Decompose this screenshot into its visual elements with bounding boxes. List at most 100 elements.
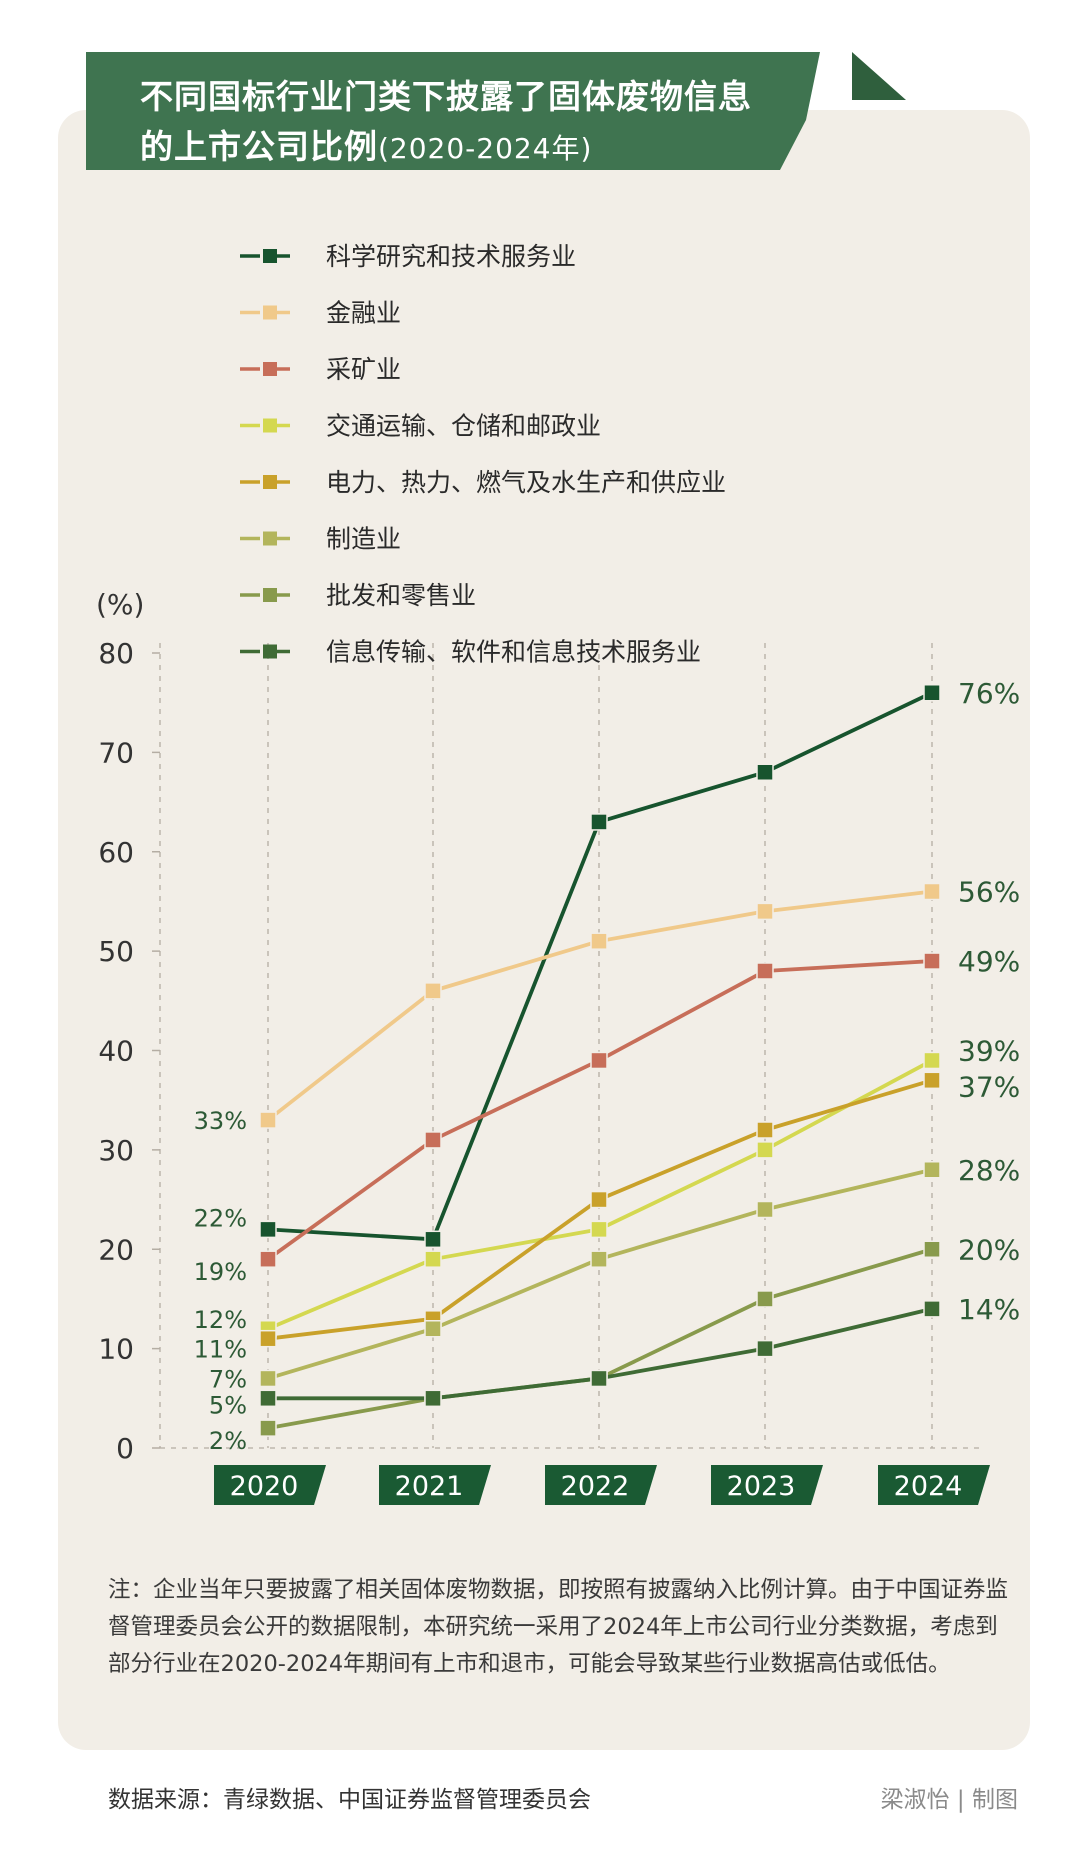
data-point: [923, 684, 941, 702]
data-point: [424, 1250, 442, 1268]
start-data-label: 33%: [194, 1107, 247, 1135]
data-point: [756, 1200, 774, 1219]
x-tick-tag: [214, 1465, 326, 1505]
data-point: [259, 1389, 277, 1408]
x-tick-tag: [878, 1465, 990, 1505]
title-line1: 不同国标行业门类下披露了固体废物信息: [140, 77, 752, 116]
data-point: [590, 932, 608, 950]
series-line: [267, 1247, 933, 1430]
title-line2-text: 的上市公司比例: [140, 127, 378, 166]
data-point: [923, 882, 941, 901]
end-data-label: 20%: [958, 1233, 1020, 1266]
start-data-label: 7%: [209, 1365, 247, 1393]
start-data-label: 22%: [194, 1204, 247, 1232]
legend-label: 批发和零售业: [326, 581, 476, 610]
end-data-label: 39%: [958, 1034, 1020, 1067]
title-subtitle: (2020-2024年): [378, 132, 593, 165]
data-point: [756, 1141, 774, 1159]
data-source: 数据来源：青绿数据、中国证券监督管理委员会: [108, 1787, 591, 1813]
y-tick-label: 30: [98, 1134, 134, 1167]
series-line: [266, 889, 933, 1122]
data-point: [756, 763, 774, 781]
line-chart: 0 10 20 30 40 50 60 70 80 (%) 2020 2021 2022 2023 2024…: [96, 242, 1020, 1505]
legend-label: 电力、热力、燃气及水生产和供应业: [326, 468, 726, 497]
data-point: [259, 1329, 277, 1348]
start-data-label: 19%: [194, 1258, 247, 1286]
legend-marker: [263, 249, 277, 263]
data-point: [259, 1369, 277, 1388]
y-tick-label: 40: [98, 1035, 134, 1068]
data-point: [923, 1051, 941, 1070]
x-tick-label: 2023: [727, 1471, 796, 1502]
data-point: [259, 1250, 277, 1268]
y-tick-label: 70: [98, 736, 134, 769]
y-tick-label: 50: [98, 935, 134, 968]
data-point: [424, 982, 442, 1000]
end-data-label: 28%: [958, 1154, 1020, 1187]
start-data-label: 2%: [209, 1427, 247, 1455]
end-data-label: 76%: [958, 677, 1020, 710]
data-point: [756, 962, 774, 980]
data-point: [756, 1339, 774, 1358]
data-point: [259, 1419, 277, 1437]
data-point: [590, 1190, 608, 1209]
data-point: [259, 1220, 277, 1239]
start-data-label: 5%: [209, 1391, 247, 1419]
data-point: [923, 952, 941, 970]
title-line2: 的上市公司比例(2020-2024年): [140, 122, 752, 174]
y-axis-label: (%): [96, 588, 144, 621]
data-point: [923, 1300, 941, 1318]
footnote: 注：企业当年只要披露了相关固体废物数据，即按照有披露纳入比例计算。由于中国证券监…: [108, 1577, 1009, 1677]
end-data-label: 37%: [958, 1070, 1020, 1103]
end-data-label: 14%: [958, 1293, 1020, 1326]
legend-label: 金融业: [326, 299, 401, 328]
data-point: [590, 1051, 608, 1070]
legend-label: 采矿业: [326, 355, 401, 384]
data-point: [590, 813, 608, 831]
legend-marker: [263, 588, 277, 602]
start-data-label: 12%: [194, 1306, 247, 1334]
legend-label: 科学研究和技术服务业: [326, 242, 576, 271]
legend-marker: [263, 531, 277, 546]
start-data-label: 11%: [194, 1336, 247, 1364]
data-point: [424, 1320, 442, 1338]
legend-label: 交通运输、仓储和邮政业: [326, 412, 601, 441]
author-credit: 梁淑怡 | 制图: [880, 1787, 1018, 1813]
legend-marker: [263, 418, 277, 433]
end-data-label: 56%: [958, 876, 1020, 909]
data-point: [424, 1389, 442, 1408]
x-tick-label: 2020: [230, 1471, 299, 1502]
y-tick-label: 20: [98, 1233, 134, 1266]
x-tick-label: 2024: [894, 1471, 963, 1502]
legend-label: 信息传输、软件和信息技术服务业: [326, 638, 701, 667]
data-point: [259, 1111, 277, 1129]
legend-marker: [263, 305, 277, 320]
legend-marker: [263, 475, 277, 489]
legend-marker: [263, 362, 277, 376]
x-tick-tag: [379, 1465, 491, 1505]
x-tick-tag: [711, 1465, 823, 1505]
x-tick-label: 2022: [561, 1471, 630, 1502]
y-tick-label: 0: [116, 1432, 134, 1465]
title-banner: [86, 52, 906, 170]
data-point: [756, 902, 774, 921]
data-point: [590, 1369, 608, 1388]
x-tick-label: 2021: [395, 1471, 464, 1502]
y-tick-label: 80: [98, 637, 134, 670]
data-point: [424, 1131, 442, 1149]
chart-title: 不同国标行业门类下披露了固体废物信息 的上市公司比例(2020-2024年): [140, 72, 752, 174]
data-point: [424, 1230, 442, 1249]
legend-marker: [263, 644, 277, 659]
data-point: [590, 1250, 608, 1268]
y-tick-label: 10: [98, 1333, 134, 1366]
data-point: [923, 1240, 941, 1258]
y-tick-label: 60: [98, 836, 134, 869]
data-point: [756, 1121, 774, 1139]
x-tick-tag: [545, 1465, 657, 1505]
end-data-label: 49%: [958, 945, 1020, 978]
data-point: [923, 1161, 941, 1179]
data-point: [923, 1071, 941, 1090]
series-line: [267, 1078, 933, 1341]
data-point: [590, 1220, 608, 1239]
data-point: [756, 1290, 774, 1308]
